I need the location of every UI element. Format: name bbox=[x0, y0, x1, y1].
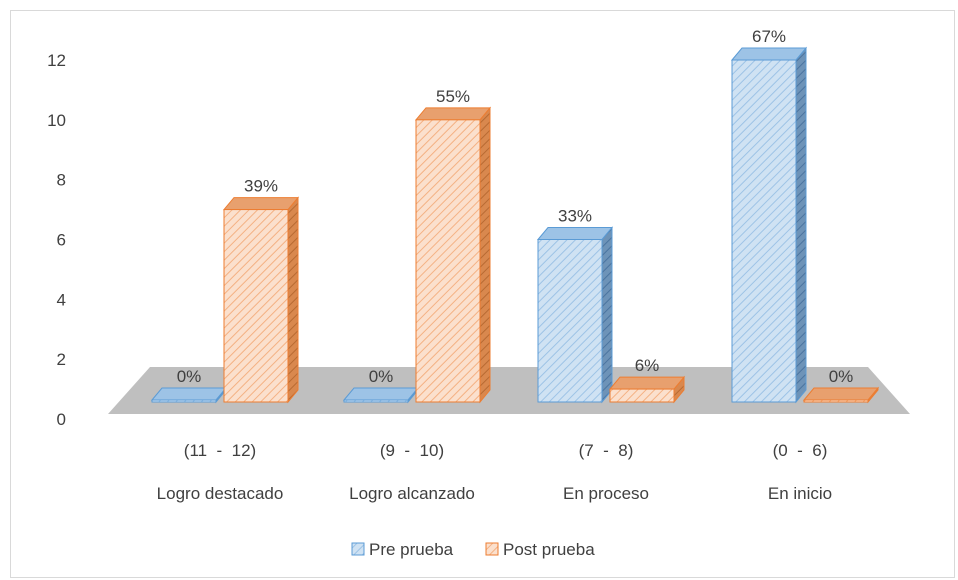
bar-top bbox=[536, 227, 614, 240]
bar-pre-3 bbox=[730, 46, 808, 404]
bar-post-3 bbox=[802, 386, 880, 404]
data-label: 67% bbox=[752, 27, 786, 46]
bar-front bbox=[609, 388, 675, 403]
bar-pre-1 bbox=[342, 386, 420, 404]
bar-pre-2 bbox=[536, 226, 614, 404]
x-category-range: (7 - 8) bbox=[579, 441, 634, 460]
bar-top bbox=[414, 107, 492, 121]
bar-front bbox=[415, 119, 481, 403]
data-label: 39% bbox=[244, 177, 278, 196]
bar-front bbox=[151, 399, 217, 403]
y-tick-label: 0 bbox=[57, 410, 66, 429]
x-category-name: Logro destacado bbox=[157, 484, 284, 503]
legend-swatch-pre bbox=[351, 542, 365, 556]
bar-top bbox=[222, 197, 300, 211]
legend-swatch-post bbox=[485, 542, 499, 556]
bar-front bbox=[223, 209, 289, 403]
y-tick-label: 6 bbox=[57, 231, 66, 250]
x-category-range: (11 - 12) bbox=[184, 441, 256, 460]
y-tick-label: 4 bbox=[57, 290, 66, 309]
bar-front bbox=[731, 59, 797, 403]
data-label: 6% bbox=[635, 356, 660, 375]
data-label: 0% bbox=[369, 367, 394, 386]
bar-side bbox=[601, 226, 613, 404]
legend-label-post: Post prueba bbox=[503, 540, 595, 559]
bar-top bbox=[730, 47, 808, 61]
bar-front bbox=[803, 399, 869, 403]
y-tick-label: 10 bbox=[47, 111, 66, 130]
bar-side bbox=[479, 106, 491, 404]
bar-top bbox=[608, 376, 686, 390]
data-label: 33% bbox=[558, 207, 592, 226]
bar-post-1 bbox=[414, 106, 492, 404]
bar-side bbox=[795, 46, 807, 404]
bar-top bbox=[150, 387, 228, 401]
legend-label-pre: Pre prueba bbox=[369, 540, 454, 559]
y-tick-label: 12 bbox=[47, 51, 66, 70]
data-label: 0% bbox=[177, 367, 202, 386]
bar-pre-0 bbox=[150, 386, 228, 404]
bar-post-0 bbox=[222, 196, 300, 404]
bar-front bbox=[537, 239, 603, 403]
data-label: 55% bbox=[436, 87, 470, 106]
bar-top bbox=[802, 387, 880, 401]
data-label: 0% bbox=[829, 367, 854, 386]
x-category-name: Logro alcanzado bbox=[349, 484, 475, 503]
y-tick-label: 8 bbox=[57, 171, 66, 190]
y-tick-label: 2 bbox=[57, 350, 66, 369]
bar-front bbox=[343, 399, 409, 403]
x-category-range: (9 - 10) bbox=[380, 441, 444, 460]
x-category-name: En proceso bbox=[563, 484, 649, 503]
chart-floor bbox=[108, 367, 910, 414]
bar-top bbox=[342, 387, 420, 401]
bar-side bbox=[287, 196, 299, 404]
x-category-range: (0 - 6) bbox=[773, 441, 828, 460]
bar-post-2 bbox=[608, 375, 686, 404]
x-category-name: En inicio bbox=[768, 484, 832, 503]
